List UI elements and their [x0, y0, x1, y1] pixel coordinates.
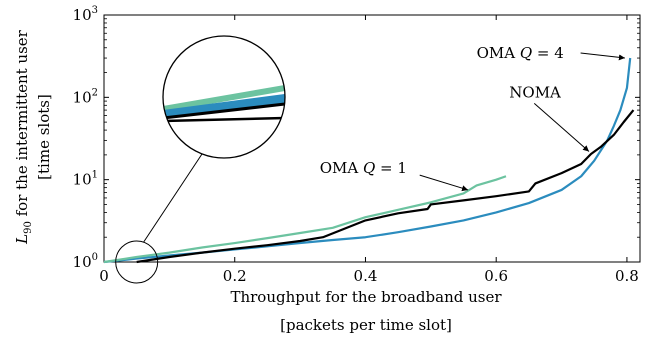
- annotation-noma: NOMA: [509, 83, 561, 101]
- zoom-inset-lines: [163, 85, 285, 123]
- zoom-line-oma_q4: [163, 99, 285, 118]
- x-axis-label-line2: [packets per time slot]: [280, 316, 452, 334]
- axes: [103, 14, 641, 263]
- zoom-connector: [143, 153, 203, 243]
- x-tick-label: 0.6: [484, 267, 508, 285]
- zoom-inset: [115, 35, 286, 284]
- zoom-inset-border: [162, 35, 286, 159]
- annotation-oma_q1: OMA Q = 1: [320, 159, 407, 177]
- zoom-line-noma: [163, 102, 285, 120]
- zoom-source-circle: [115, 240, 159, 284]
- x-tick-label: 0.8: [615, 267, 639, 285]
- annotation-arrow-oma_q4: [580, 52, 625, 61]
- ticks: 0 0.2 0.4 0.6 0.8 100 101 102 103: [73, 5, 640, 285]
- zoom-line-noma: [163, 116, 285, 123]
- series-line-oma_q1: [103, 175, 507, 264]
- series-lines: [103, 57, 635, 264]
- y-tick-label: 100: [73, 252, 98, 271]
- x-tick-label: 0.2: [223, 267, 247, 285]
- x-tick-label: 0: [99, 267, 109, 285]
- series-line-noma: [136, 109, 635, 264]
- annotation-arrow-oma_q1: [419, 174, 469, 192]
- annotation-oma_q4: OMA Q = 4: [477, 44, 564, 62]
- y-tick-label: 102: [73, 87, 98, 106]
- axes-frame: [103, 14, 641, 263]
- y-tick-label: 103: [73, 5, 98, 24]
- y-axis-label-line1: L90 for the intermittent user: [13, 29, 34, 245]
- annotation-arrow-noma: [533, 102, 590, 152]
- x-axis-label-line1: Throughput for the broadband user: [230, 288, 502, 306]
- y-axis-label-line2: [time slots]: [35, 94, 53, 180]
- zoom-line-oma_q4: [163, 94, 285, 116]
- x-tick-label: 0.4: [354, 267, 378, 285]
- annotations: OMA Q = 4 NOMA OMA Q = 1: [320, 44, 625, 192]
- y-tick-label: 101: [73, 170, 98, 189]
- zoom-line-oma_q1: [163, 85, 285, 112]
